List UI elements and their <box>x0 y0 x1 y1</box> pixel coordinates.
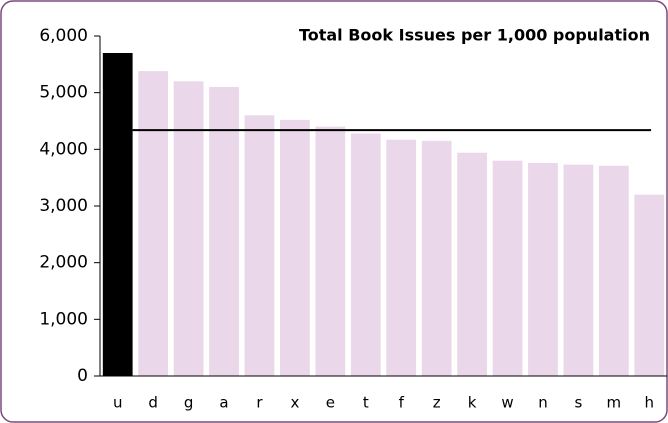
x-tick-label: h <box>645 394 655 412</box>
y-tick-label: 3,000 <box>39 196 88 216</box>
x-tick-label: t <box>363 394 369 412</box>
bar <box>634 194 665 376</box>
bar <box>492 160 523 376</box>
x-tick-label: m <box>607 394 622 412</box>
x-tick-label: u <box>113 394 123 412</box>
chart-title: Total Book Issues per 1,000 population <box>299 26 650 45</box>
x-tick-label: g <box>184 394 194 412</box>
bar <box>386 139 417 376</box>
bar <box>563 164 594 376</box>
bar <box>421 140 452 376</box>
x-tick-label: e <box>326 394 335 412</box>
y-tick-label: 2,000 <box>39 253 88 273</box>
x-tick-label: s <box>574 394 582 412</box>
y-tick-label: 5,000 <box>39 83 88 103</box>
x-tick-label: f <box>399 394 405 412</box>
y-tick-label: 0 <box>77 366 88 386</box>
x-tick-label: n <box>538 394 548 412</box>
x-tick-label: x <box>290 394 299 412</box>
y-tick-label: 6,000 <box>39 26 88 46</box>
bar <box>244 115 275 376</box>
bar <box>138 71 169 376</box>
bar <box>528 162 558 376</box>
bar <box>173 81 204 376</box>
bar <box>598 165 629 376</box>
x-tick-label: k <box>468 394 477 412</box>
y-tick-label: 1,000 <box>39 309 88 329</box>
y-tick-label: 4,000 <box>39 139 88 159</box>
x-tick-label: a <box>219 394 228 412</box>
bar <box>280 119 310 376</box>
x-tick-label: d <box>148 394 158 412</box>
x-tick-label: w <box>501 394 513 412</box>
bar <box>315 126 346 377</box>
bar <box>102 53 133 376</box>
bar <box>350 133 381 376</box>
x-tick-label: r <box>256 394 263 412</box>
x-tick-label: z <box>433 394 441 412</box>
bar <box>457 152 487 376</box>
bar <box>209 87 239 376</box>
